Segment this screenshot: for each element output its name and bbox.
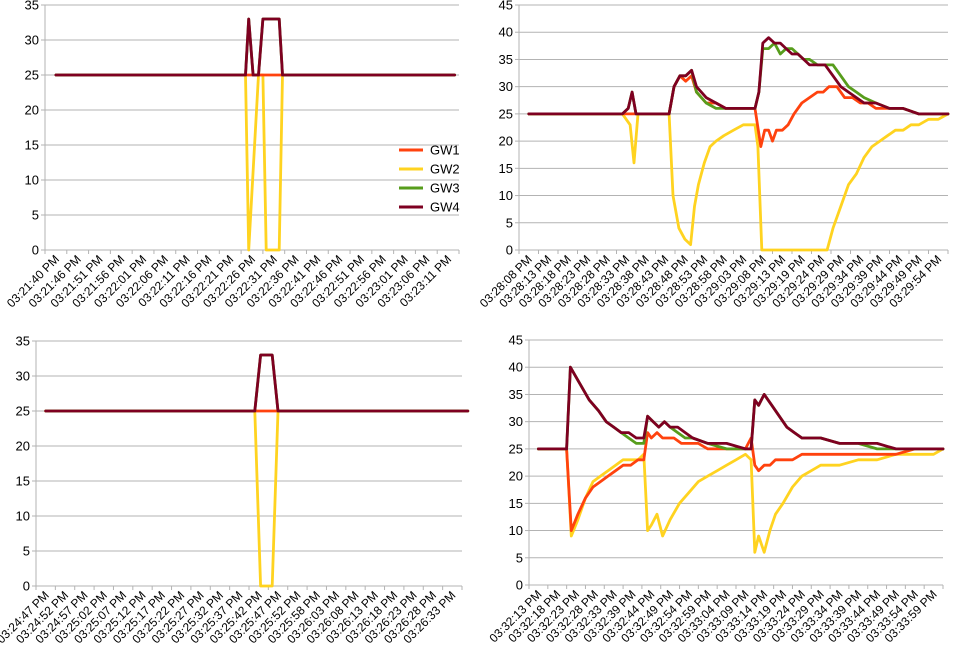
- y-tick-label: 30: [25, 33, 39, 48]
- y-tick-label: 40: [509, 360, 523, 375]
- y-tick-label: 0: [506, 243, 513, 258]
- y-tick-label: 25: [25, 68, 39, 83]
- y-tick-label: 15: [509, 496, 523, 511]
- series-line-gw2: [537, 447, 945, 554]
- y-tick-label: 35: [25, 0, 39, 13]
- y-tick-label: 40: [499, 25, 513, 40]
- y-tick-label: 30: [499, 79, 513, 94]
- y-tick-label: 0: [516, 578, 523, 593]
- y-tick-label: 0: [23, 579, 30, 594]
- y-tick-label: 25: [509, 441, 523, 456]
- y-tick-label: 30: [509, 414, 523, 429]
- y-tick-label: 30: [16, 369, 30, 384]
- y-tick-label: 20: [499, 134, 513, 149]
- y-tick-label: 20: [25, 103, 39, 118]
- legend-label-gw3: GW3: [430, 181, 460, 196]
- series-line-gw4: [44, 353, 470, 413]
- series-line-gw2: [44, 409, 470, 588]
- series-line-gw4: [527, 36, 950, 116]
- y-tick-label: 5: [32, 208, 39, 223]
- y-tick-label: 20: [509, 469, 523, 484]
- y-tick-label: 35: [16, 334, 30, 349]
- y-tick-label: 20: [16, 439, 30, 454]
- series-line-gw2: [527, 112, 950, 252]
- series-line-gw3: [527, 41, 950, 116]
- y-tick-label: 25: [16, 404, 30, 419]
- y-tick-label: 10: [499, 188, 513, 203]
- y-tick-label: 5: [516, 550, 523, 565]
- legend: GW1 GW2 GW3 GW4: [399, 143, 460, 215]
- y-tick-label: 35: [509, 387, 523, 402]
- series-line-gw4: [54, 17, 457, 77]
- legend-label-gw2: GW2: [430, 162, 460, 177]
- legend-label-gw1: GW1: [430, 143, 460, 158]
- y-tick-label: 45: [509, 333, 523, 348]
- y-tick-label: 15: [16, 474, 30, 489]
- legend-label-gw4: GW4: [430, 200, 460, 215]
- y-tick-label: 15: [25, 138, 39, 153]
- y-tick-label: 5: [506, 215, 513, 230]
- series-line-gw1: [527, 74, 950, 149]
- series-line-gw1: [537, 431, 945, 532]
- y-tick-label: 5: [23, 544, 30, 559]
- y-tick-label: 10: [16, 509, 30, 524]
- y-tick-label: 10: [509, 523, 523, 538]
- y-tick-label: 35: [499, 52, 513, 67]
- series-line-gw2: [54, 73, 457, 252]
- series-line-gw3: [537, 365, 945, 451]
- y-tick-label: 0: [32, 243, 39, 258]
- y-tick-label: 10: [25, 173, 39, 188]
- y-tick-label: 45: [499, 0, 513, 13]
- y-tick-label: 25: [499, 106, 513, 121]
- series-line-gw4: [537, 365, 945, 451]
- y-tick-label: 15: [499, 161, 513, 176]
- series-line-gw3: [54, 17, 457, 77]
